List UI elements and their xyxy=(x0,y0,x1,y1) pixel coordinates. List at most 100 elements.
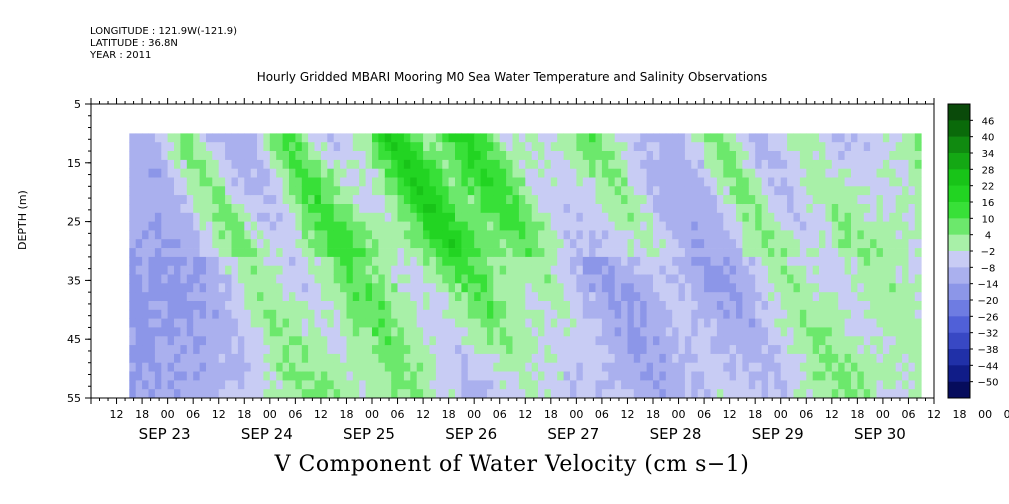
heat-cell xyxy=(474,204,481,214)
heat-cell xyxy=(621,230,628,240)
heat-cell xyxy=(748,389,756,399)
heat-cell xyxy=(359,389,366,399)
heat-cell xyxy=(352,362,360,372)
heat-cell xyxy=(193,142,200,152)
heat-cell xyxy=(550,389,558,399)
heat-cell xyxy=(237,301,245,311)
heat-cell xyxy=(295,283,303,293)
heat-cell xyxy=(665,142,673,152)
heat-cell xyxy=(595,292,603,302)
heat-cell xyxy=(908,327,916,337)
heat-cell xyxy=(646,248,654,258)
heat-cell xyxy=(793,345,801,355)
heat-cell xyxy=(237,283,245,293)
heat-cell xyxy=(148,256,156,267)
heat-cell xyxy=(250,204,258,214)
heat-cell xyxy=(601,265,609,275)
heat-cell xyxy=(212,274,220,284)
heat-cell xyxy=(512,230,520,240)
heat-cell xyxy=(180,380,188,390)
heat-cell xyxy=(889,221,897,231)
heat-cell xyxy=(640,133,647,143)
heat-cell xyxy=(269,256,277,267)
heat-cell xyxy=(487,345,494,355)
heat-cell xyxy=(352,248,360,258)
heat-cell xyxy=(493,362,501,372)
heat-cell xyxy=(518,292,526,302)
heat-cell xyxy=(257,159,264,170)
heat-cell xyxy=(716,292,724,302)
heat-cell xyxy=(276,265,283,275)
heat-cell xyxy=(199,159,207,170)
heat-cell xyxy=(672,168,679,178)
heat-cell xyxy=(614,265,622,275)
heat-cell xyxy=(391,327,398,337)
heat-cell xyxy=(729,389,737,399)
heat-cell xyxy=(301,204,309,214)
heat-cell xyxy=(889,248,897,258)
heat-cell xyxy=(289,301,296,311)
heat-cell xyxy=(340,371,347,381)
heat-cell xyxy=(423,195,430,205)
heat-cell xyxy=(787,204,794,214)
heat-cell xyxy=(787,371,794,381)
heat-cell xyxy=(487,151,494,161)
heat-cell xyxy=(161,345,169,355)
heat-cell xyxy=(589,256,596,267)
heat-cell xyxy=(301,345,309,355)
heat-cell xyxy=(646,151,654,161)
heat-cell xyxy=(844,195,852,205)
heat-cell xyxy=(365,195,373,205)
heat-cell xyxy=(544,212,552,222)
heat-cell xyxy=(423,380,430,390)
heat-cell xyxy=(889,389,897,399)
heat-cell xyxy=(474,159,481,170)
heat-cell xyxy=(595,309,603,319)
heat-cell xyxy=(269,230,277,240)
heat-cell xyxy=(780,327,788,337)
heat-cell xyxy=(748,309,756,319)
heat-cell xyxy=(346,371,354,381)
heat-cell xyxy=(768,168,775,178)
heat-cell xyxy=(531,336,539,346)
heat-cell xyxy=(736,168,743,178)
heat-cell xyxy=(263,353,271,364)
heat-cell xyxy=(250,292,258,302)
heat-cell xyxy=(729,248,737,258)
heat-cell xyxy=(263,239,271,249)
heat-cell xyxy=(506,301,513,311)
heat-cell xyxy=(276,283,283,293)
heat-cell xyxy=(876,133,884,143)
heat-cell xyxy=(908,362,916,372)
heat-cell xyxy=(589,230,596,240)
heat-cell xyxy=(391,309,398,319)
heat-cell xyxy=(512,159,520,170)
heat-cell xyxy=(129,248,137,258)
heat-cell xyxy=(289,345,296,355)
heat-cell xyxy=(410,186,418,196)
heat-cell xyxy=(748,256,756,267)
heat-cell xyxy=(384,168,392,178)
heat-cell xyxy=(289,274,296,284)
heat-cell xyxy=(851,274,858,284)
heat-cell xyxy=(378,318,386,328)
heat-cell xyxy=(461,389,469,399)
heat-cell xyxy=(186,195,194,205)
heat-cell xyxy=(461,336,469,346)
heat-cell xyxy=(142,142,149,152)
heat-cell xyxy=(774,204,782,214)
heat-cell xyxy=(423,151,430,161)
heat-cell xyxy=(659,159,667,170)
heat-cell xyxy=(659,380,667,390)
heat-cell xyxy=(193,239,200,249)
heat-cell xyxy=(646,195,654,205)
heat-cell xyxy=(608,380,616,390)
heat-cell xyxy=(435,327,443,337)
heat-cell xyxy=(570,186,577,196)
heat-cell xyxy=(678,151,686,161)
heat-cell xyxy=(653,168,660,178)
heat-cell xyxy=(493,353,501,364)
heat-cell xyxy=(684,353,692,364)
heat-cell xyxy=(231,239,239,249)
heat-cell xyxy=(365,168,373,178)
